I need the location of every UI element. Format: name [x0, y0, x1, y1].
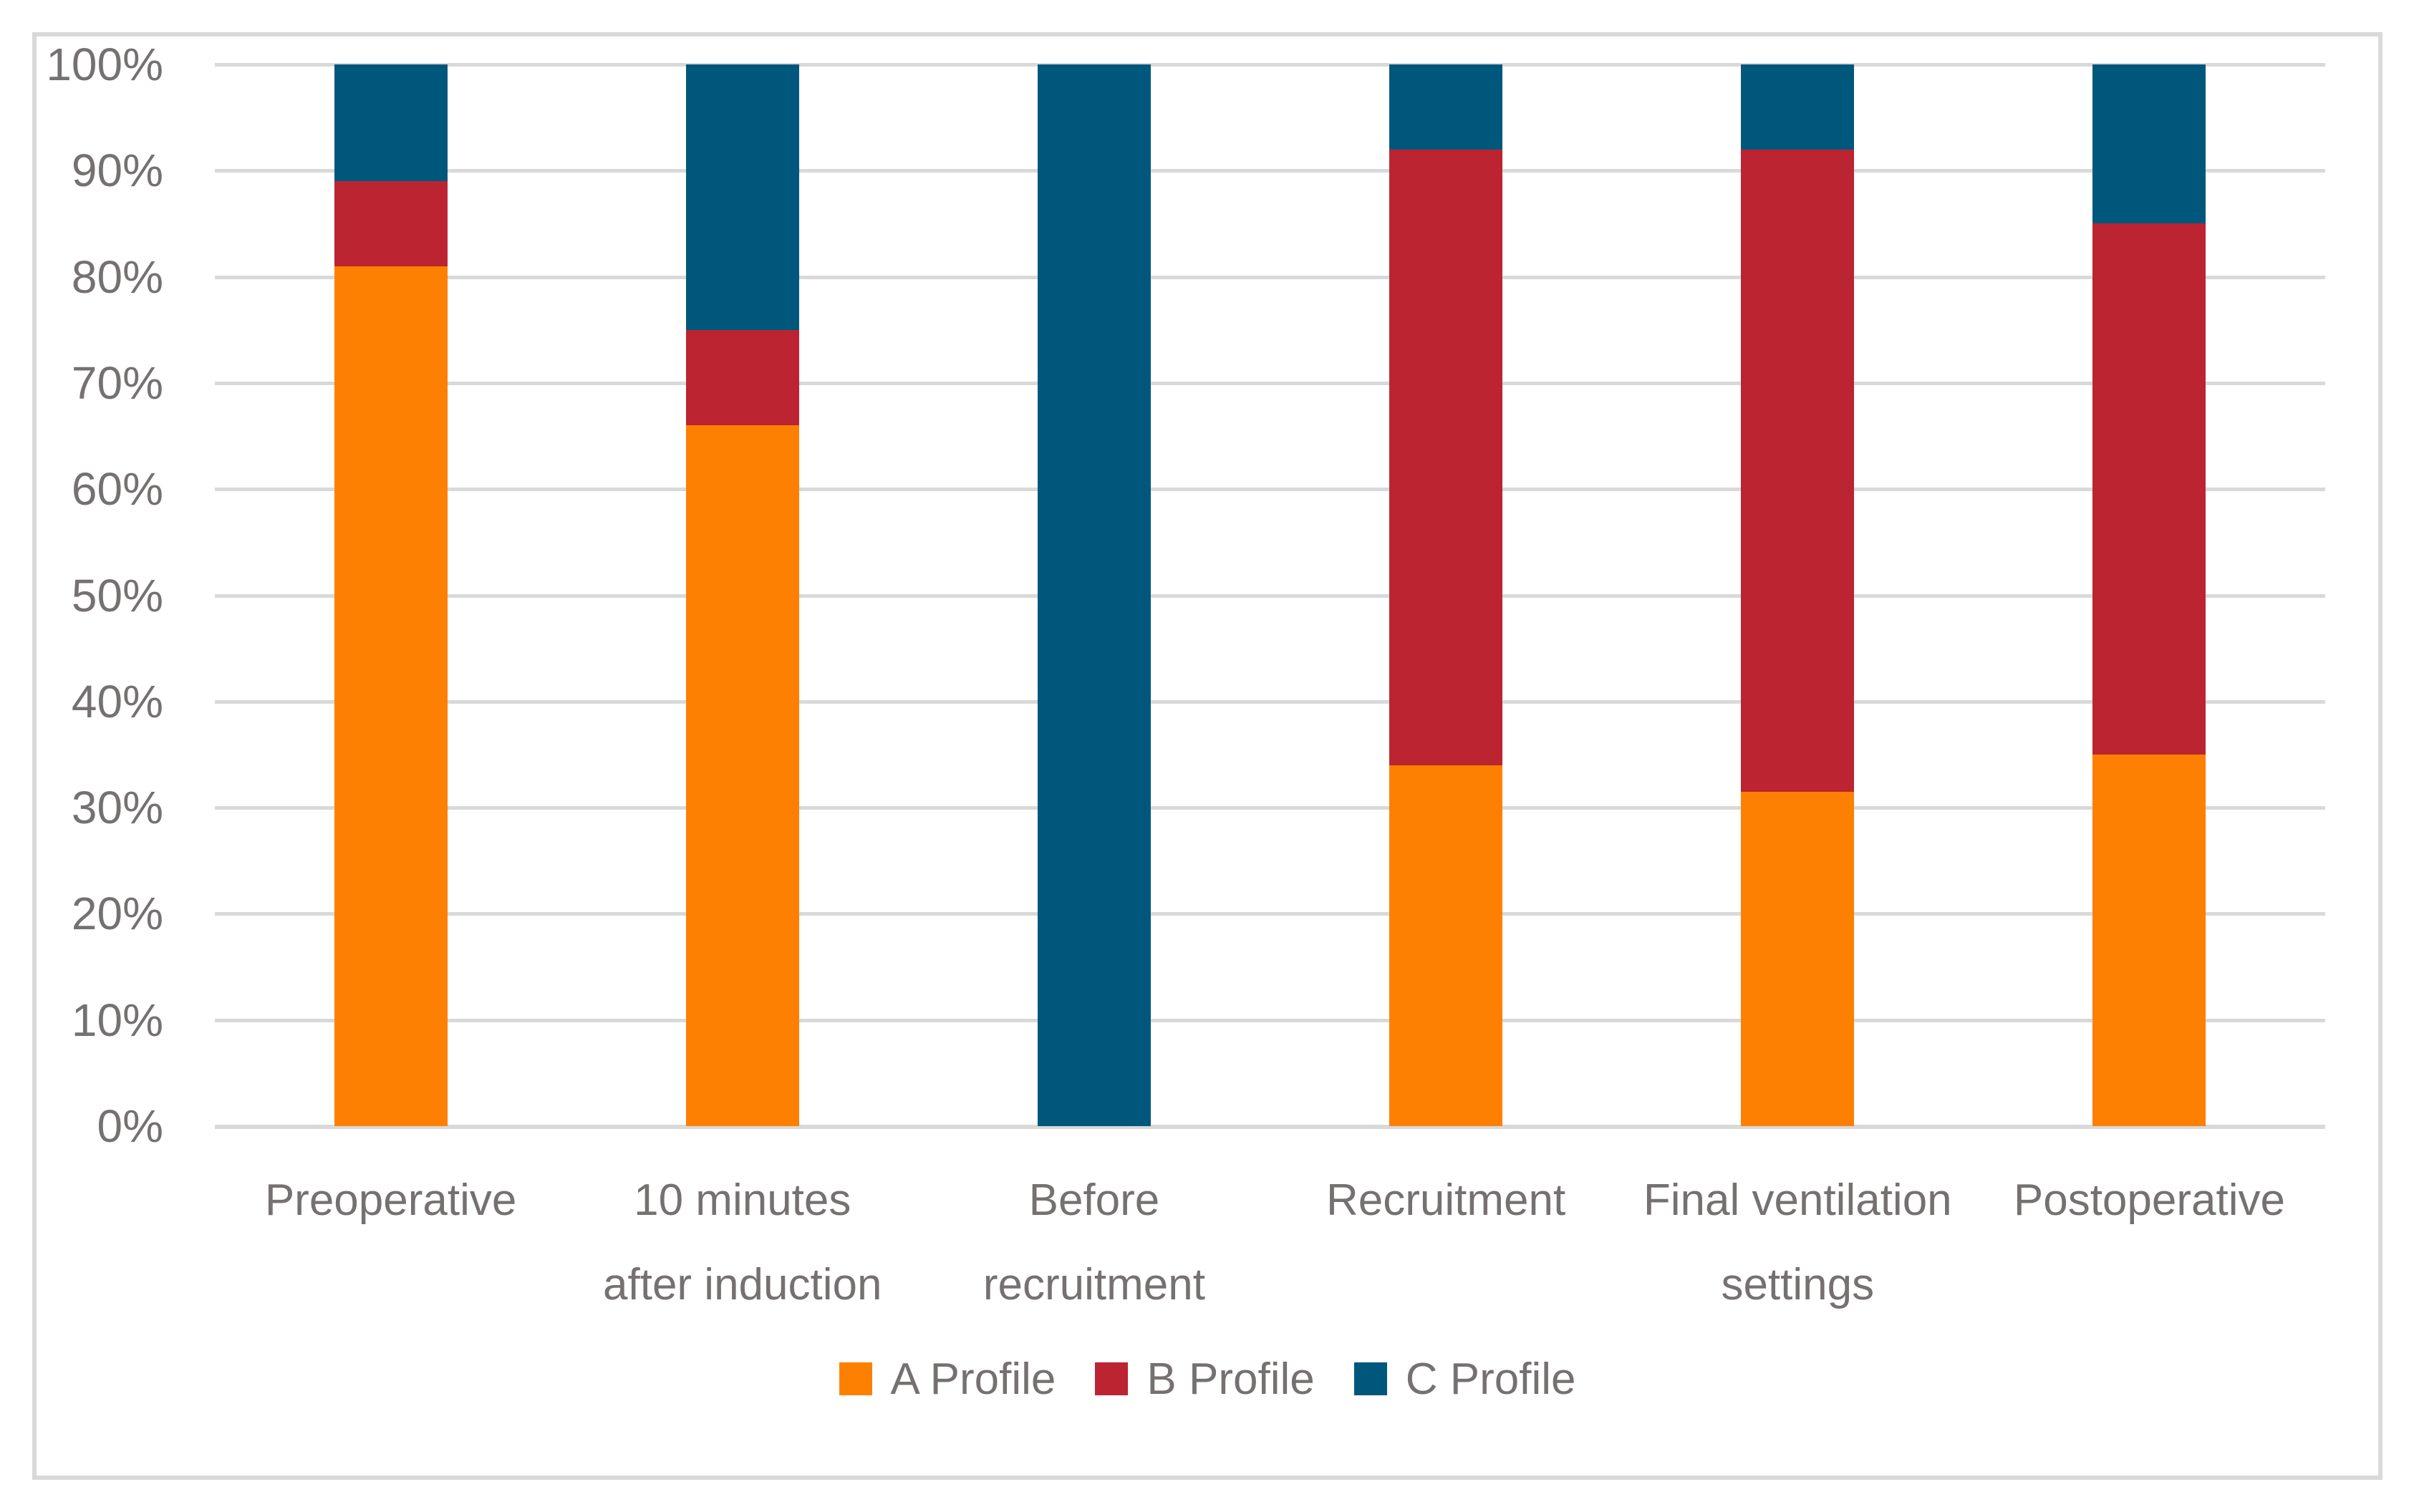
bar-segment-c-profile-preoperative	[334, 64, 448, 182]
bar-segment-a-profile-final-ventilation-settings	[1741, 791, 1855, 1126]
x-axis-label-line: recruitment	[983, 1260, 1205, 1309]
x-axis-label-before-recruitment: Before recruitment	[918, 1158, 1270, 1327]
bar-segment-c-profile-postoperative	[2092, 64, 2206, 224]
gridline	[215, 169, 2325, 173]
y-tick-label: 0%	[97, 1100, 164, 1152]
y-tick-label: 70%	[71, 357, 163, 409]
gridline	[215, 699, 2325, 704]
y-tick-label: 50%	[71, 569, 163, 621]
x-axis-label-line: Postoperative	[2013, 1176, 2285, 1225]
x-axis-label-recruitment: Recruitment	[1270, 1158, 1622, 1327]
x-axis-label-10-minutes-after-induction: 10 minutes after induction	[566, 1158, 918, 1327]
bar-segment-a-profile-postoperative	[2092, 754, 2206, 1126]
bar-segment-a-profile-preoperative	[334, 266, 448, 1126]
bar-column-preoperative	[215, 64, 566, 1126]
y-tick-label: 30%	[71, 782, 163, 834]
y-tick-label: 20%	[71, 888, 163, 940]
y-tick-label: 40%	[71, 675, 163, 727]
x-axis-label-line: Before	[1028, 1176, 1160, 1225]
legend: A Profile B Profile C Profile	[32, 1344, 2382, 1413]
x-axis-label-final-ventilation-settings: Final ventilation settings	[1622, 1158, 1974, 1327]
y-tick-label: 60%	[71, 463, 163, 515]
x-axis-label-line: Recruitment	[1326, 1176, 1566, 1225]
legend-label: B Profile	[1146, 1354, 1315, 1404]
bar-segment-c-profile-10-minutes-after-induction	[685, 64, 799, 330]
y-tick-label: 80%	[71, 251, 163, 303]
x-axis-label-line: settings	[1721, 1260, 1875, 1309]
x-axis-labels: Preoperative 10 minutes after induction Bef…	[215, 1158, 2325, 1327]
gridline	[215, 63, 2325, 67]
bar-segment-c-profile-before-recruitment	[1037, 64, 1151, 1126]
x-axis-label-postoperative: Postoperative	[1974, 1158, 2325, 1327]
bar-column-postoperative	[1974, 64, 2325, 1126]
gridline	[215, 488, 2325, 492]
bar-segment-b-profile-10-minutes-after-induction	[685, 329, 799, 426]
legend-marker-b-profile-icon	[1095, 1362, 1129, 1395]
bar-column-recruitment	[1270, 64, 1622, 1126]
gridline	[215, 806, 2325, 810]
x-axis-label-line: after induction	[603, 1260, 882, 1309]
gridline	[215, 1018, 2325, 1022]
chart-border-frame	[32, 32, 2382, 1480]
bar-column-final-ventilation-settings	[1622, 64, 1974, 1126]
bar-segment-b-profile-preoperative	[334, 181, 448, 266]
gridline	[215, 593, 2325, 598]
bar-segment-a-profile-recruitment	[1389, 765, 1503, 1126]
legend-item-b-profile: B Profile	[1095, 1354, 1315, 1405]
bar-column-10-minutes-after-induction	[566, 64, 918, 1126]
plot-area	[215, 64, 2325, 1126]
bar-segment-b-profile-recruitment	[1389, 149, 1503, 765]
legend-item-c-profile: C Profile	[1353, 1354, 1576, 1405]
y-tick-label: 10%	[71, 994, 163, 1046]
legend-label: C Profile	[1405, 1354, 1576, 1404]
gridline	[215, 912, 2325, 916]
gridline	[215, 381, 2325, 385]
x-axis-line	[215, 1125, 2325, 1129]
bar-segment-c-profile-recruitment	[1389, 64, 1503, 150]
legend-item-a-profile: A Profile	[839, 1354, 1056, 1405]
y-tick-label: 90%	[71, 145, 163, 197]
bar-segment-a-profile-10-minutes-after-induction	[685, 425, 799, 1126]
x-axis-label-line: Preoperative	[264, 1176, 517, 1225]
x-axis-label-preoperative: Preoperative	[215, 1158, 566, 1327]
bar-segment-b-profile-postoperative	[2092, 223, 2206, 755]
legend-marker-c-profile-icon	[1353, 1362, 1387, 1395]
y-tick-label: 100%	[46, 39, 163, 90]
bar-segment-b-profile-final-ventilation-settings	[1741, 149, 1855, 792]
gridlines-layer	[215, 0, 2325, 1512]
gridline	[215, 275, 2325, 279]
x-axis-label-line: Final ventilation	[1643, 1176, 1952, 1225]
legend-label: A Profile	[890, 1354, 1056, 1404]
bar-segment-c-profile-final-ventilation-settings	[1741, 64, 1855, 150]
y-axis-tick-labels: 100% 90% 80% 70% 60% 50% 40% 30% 20% 10% 0%	[0, 0, 163, 1512]
x-axis-label-line: 10 minutes	[634, 1176, 851, 1225]
bar-column-before-recruitment	[918, 64, 1270, 1126]
legend-marker-a-profile-icon	[839, 1362, 872, 1395]
